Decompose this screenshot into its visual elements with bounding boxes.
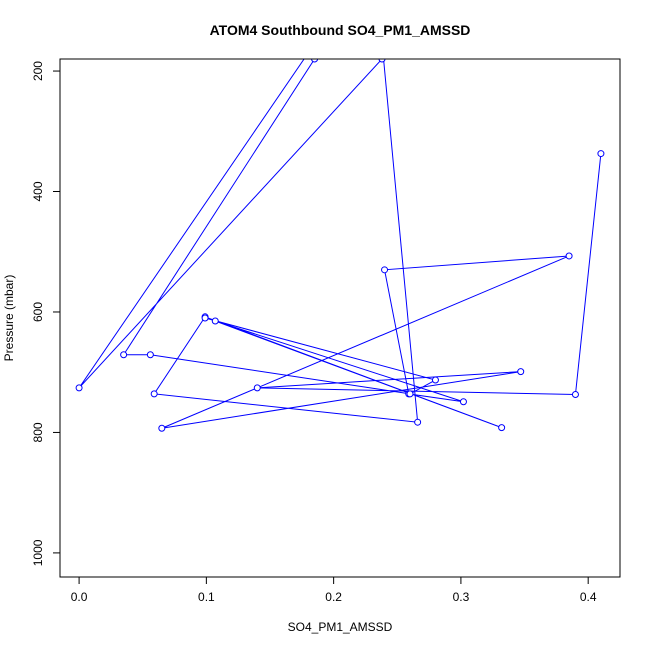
- data-point: [597, 150, 605, 158]
- y-tick-label: 400: [31, 181, 45, 201]
- data-point: [146, 351, 154, 359]
- y-tick-label: 600: [31, 302, 45, 322]
- data-point: [201, 314, 209, 322]
- data-point: [305, 50, 311, 56]
- data-point: [431, 376, 439, 384]
- data-point: [375, 0, 381, 5]
- x-axis-label: SO4_PM1_AMSSD: [288, 620, 393, 634]
- x-tick-label: 0.1: [198, 590, 215, 604]
- data-point: [150, 390, 158, 398]
- y-axis-label: Pressure (mbar): [2, 275, 16, 362]
- data-point: [75, 384, 83, 392]
- data-point: [381, 266, 389, 274]
- data-point: [158, 424, 166, 432]
- x-tick-label: 0.3: [453, 590, 470, 604]
- y-tick-label: 800: [31, 422, 45, 442]
- data-point: [253, 384, 261, 392]
- data-point: [378, 59, 386, 63]
- plot-frame: [59, 58, 621, 578]
- y-tick-label: 200: [31, 61, 45, 81]
- y-axis: 200 400 600 800 1000: [31, 61, 60, 566]
- y-tick-label: 1000: [31, 539, 45, 566]
- x-axis: 0.0 0.1 0.2 0.3 0.4: [71, 577, 597, 604]
- data-point: [406, 390, 414, 398]
- plot-area: [75, 0, 605, 432]
- data-point: [571, 390, 579, 398]
- data-point: [120, 351, 128, 359]
- data-point: [211, 317, 219, 325]
- data-point: [565, 252, 573, 260]
- data-point: [414, 418, 422, 426]
- data-point: [311, 59, 319, 63]
- data-point: [517, 368, 525, 376]
- x-tick-label: 0.4: [580, 590, 597, 604]
- chart-title: ATOM4 Southbound SO4_PM1_AMSSD: [210, 22, 471, 38]
- x-tick-label: 0.0: [71, 590, 88, 604]
- data-point: [459, 398, 467, 406]
- data-point: [498, 424, 506, 432]
- series-line: [78, 59, 602, 429]
- data-points: [75, 0, 605, 432]
- x-tick-label: 0.2: [325, 590, 342, 604]
